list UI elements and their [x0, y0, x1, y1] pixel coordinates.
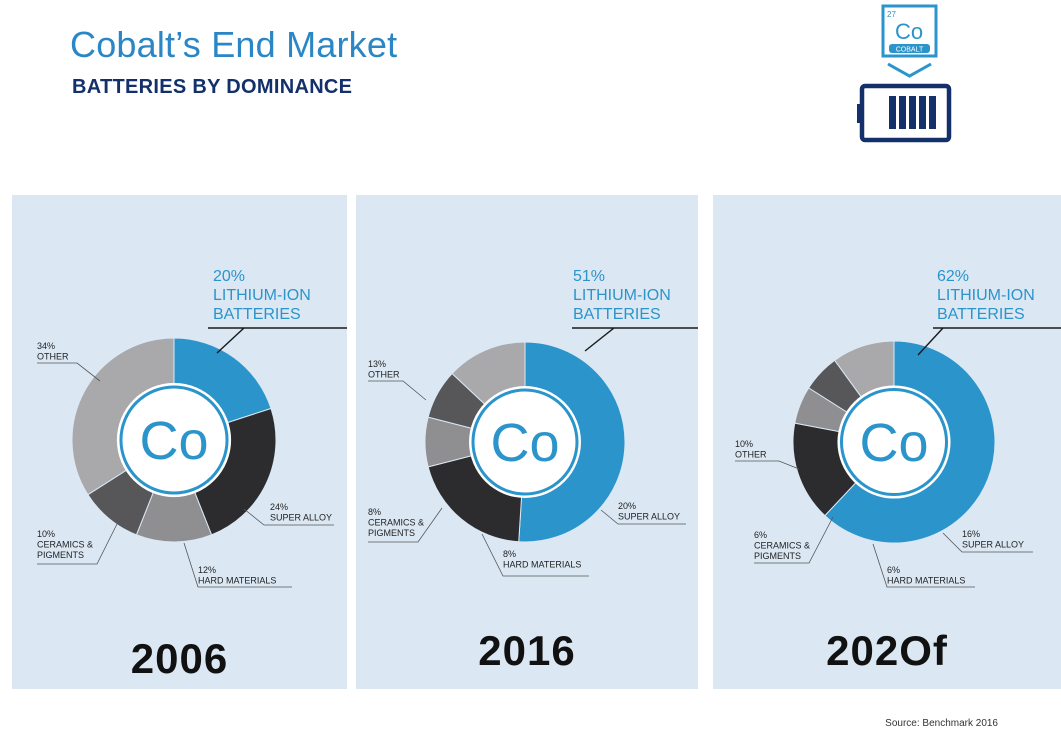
- leader-line-hard-materials: [872, 543, 975, 588]
- data-label-ceramics-pigments: 10% CERAMICS & PIGMENTS: [37, 529, 93, 560]
- year-label: 2006: [130, 635, 229, 682]
- data-label-line: 8%: [368, 507, 381, 517]
- data-label-line: 62%: [937, 268, 969, 285]
- data-label-line: 34%: [37, 341, 55, 351]
- leader-line-lithium-ion: [917, 327, 1061, 356]
- leader-line-hard-materials: [481, 533, 589, 577]
- data-label-line: 8%: [503, 549, 516, 559]
- element-name: COBALT: [896, 46, 924, 53]
- element-name-bar: [889, 44, 930, 53]
- data-label-line: SUPER ALLOY: [618, 512, 680, 522]
- data-label-line: CERAMICS &: [368, 518, 424, 528]
- data-label-other: 10% OTHER: [735, 439, 767, 460]
- data-label-lithium-ion: 62% LITHIUM-ION BATTERIES: [937, 268, 1035, 323]
- data-label-line: 12%: [198, 565, 216, 575]
- data-label-line: 6%: [887, 565, 900, 575]
- battery-cell: [889, 96, 896, 129]
- leader-line-other: [37, 362, 101, 382]
- data-label-line: BATTERIES: [573, 306, 661, 323]
- battery-cell: [929, 96, 936, 129]
- data-label-line: CERAMICS &: [37, 540, 93, 550]
- leader-line-ceramics-pigments: [37, 517, 121, 565]
- data-label-line: 10%: [37, 529, 55, 539]
- center-badge: [116, 382, 232, 498]
- leader-line-ceramics-pigments: [368, 507, 443, 543]
- leader-line-other: [368, 380, 427, 401]
- center-badge: [469, 386, 581, 498]
- center-badge: [837, 385, 951, 499]
- data-label-super-alloy: 24% SUPER ALLOY: [270, 502, 332, 523]
- data-label-lithium-ion: 51% LITHIUM-ION BATTERIES: [573, 268, 671, 323]
- center-symbol: Co: [859, 413, 928, 473]
- data-label-line: HARD MATERIALS: [198, 576, 276, 586]
- leader-line-lithium-ion: [208, 327, 347, 354]
- data-label-other: 13% OTHER: [368, 359, 400, 380]
- data-label-line: 20%: [213, 268, 245, 285]
- donut-chart-2020f: Co 62% LITHIUM-ION BATTERIES 16% SUPER ALLOY 6…: [735, 268, 1061, 588]
- data-label-super-alloy: 20% SUPER ALLOY: [618, 501, 680, 522]
- data-label-line: 16%: [962, 529, 980, 539]
- center-ring: [839, 387, 949, 497]
- battery-cell: [909, 96, 916, 129]
- data-label-line: LITHIUM-ION: [937, 287, 1035, 304]
- year-label: 202Of: [826, 627, 948, 674]
- leader-line-super-alloy: [243, 508, 334, 526]
- page-subtitle: BATTERIES BY DOMINANCE: [72, 76, 353, 98]
- element-symbol: Co: [895, 19, 923, 44]
- leader-line-hard-materials: [183, 542, 292, 588]
- center-symbol: Co: [139, 411, 208, 471]
- data-label-line: CERAMICS &: [754, 541, 810, 551]
- data-label-hard-materials: 12% HARD MATERIALS: [198, 565, 276, 586]
- data-label-ceramics-pigments: 8% CERAMICS & PIGMENTS: [368, 507, 424, 538]
- panel-2016: Co 51% LITHIUM-ION BATTERIES 20% SUPER ALLOY 8…: [356, 195, 698, 689]
- data-label-line: 24%: [270, 502, 288, 512]
- data-label-line: HARD MATERIALS: [503, 560, 581, 570]
- chevron-down-icon: [887, 62, 932, 78]
- atomic-number: 27: [887, 10, 896, 19]
- data-label-line: 13%: [368, 359, 386, 369]
- leader-line-lithium-ion: [572, 327, 698, 352]
- data-label-line: HARD MATERIALS: [887, 576, 965, 586]
- leader-line-super-alloy: [600, 509, 686, 525]
- donut-chart-2016: Co 51% LITHIUM-ION BATTERIES 20% SUPER ALLOY 8…: [368, 268, 698, 577]
- data-label-line: PIGMENTS: [37, 550, 84, 560]
- data-label-line: LITHIUM-ION: [573, 287, 671, 304]
- data-label-line: 20%: [618, 501, 636, 511]
- panel-2006: Co 20% LITHIUM-ION BATTERIES 24% SUPER ALLOY 1…: [12, 195, 347, 689]
- donut-chart-2006: Co 20% LITHIUM-ION BATTERIES 24% SUPER ALLOY 1…: [37, 268, 347, 588]
- data-label-line: BATTERIES: [213, 306, 301, 323]
- leader-line-other: [735, 460, 800, 470]
- data-label-line: 10%: [735, 439, 753, 449]
- source-note: Source: Benchmark 2016: [885, 718, 998, 729]
- data-label-other: 34% OTHER: [37, 341, 69, 362]
- data-label-ceramics-pigments: 6% CERAMICS & PIGMENTS: [754, 530, 810, 561]
- data-label-hard-materials: 8% HARD MATERIALS: [503, 549, 581, 570]
- data-label-line: OTHER: [735, 450, 767, 460]
- data-label-line: OTHER: [368, 370, 400, 380]
- data-label-lithium-ion: 20% LITHIUM-ION BATTERIES: [213, 268, 311, 323]
- data-label-line: PIGMENTS: [754, 551, 801, 561]
- leader-line-super-alloy: [942, 532, 1033, 553]
- data-label-hard-materials: 6% HARD MATERIALS: [887, 565, 965, 586]
- data-label-line: 51%: [573, 268, 605, 285]
- data-label-line: PIGMENTS: [368, 528, 415, 538]
- leader-line-ceramics-pigments: [754, 516, 834, 564]
- data-label-line: 6%: [754, 530, 767, 540]
- center-ring: [471, 388, 579, 496]
- battery-cell: [899, 96, 906, 129]
- data-label-line: BATTERIES: [937, 306, 1025, 323]
- battery-terminal: [857, 104, 862, 123]
- year-label: 2016: [478, 627, 576, 674]
- data-label-super-alloy: 16% SUPER ALLOY: [962, 529, 1024, 550]
- page-title: Cobalt’s End Market: [70, 24, 398, 65]
- data-label-line: OTHER: [37, 352, 69, 362]
- center-symbol: Co: [490, 413, 559, 473]
- cobalt-battery-logo: 27 Co COBALT: [857, 4, 952, 143]
- data-label-line: SUPER ALLOY: [270, 513, 332, 523]
- data-label-line: LITHIUM-ION: [213, 287, 311, 304]
- data-label-line: SUPER ALLOY: [962, 540, 1024, 550]
- center-ring: [119, 385, 229, 495]
- battery-cell: [919, 96, 926, 129]
- panel-2020f: Co 62% LITHIUM-ION BATTERIES 16% SUPER ALLOY 6…: [713, 195, 1061, 689]
